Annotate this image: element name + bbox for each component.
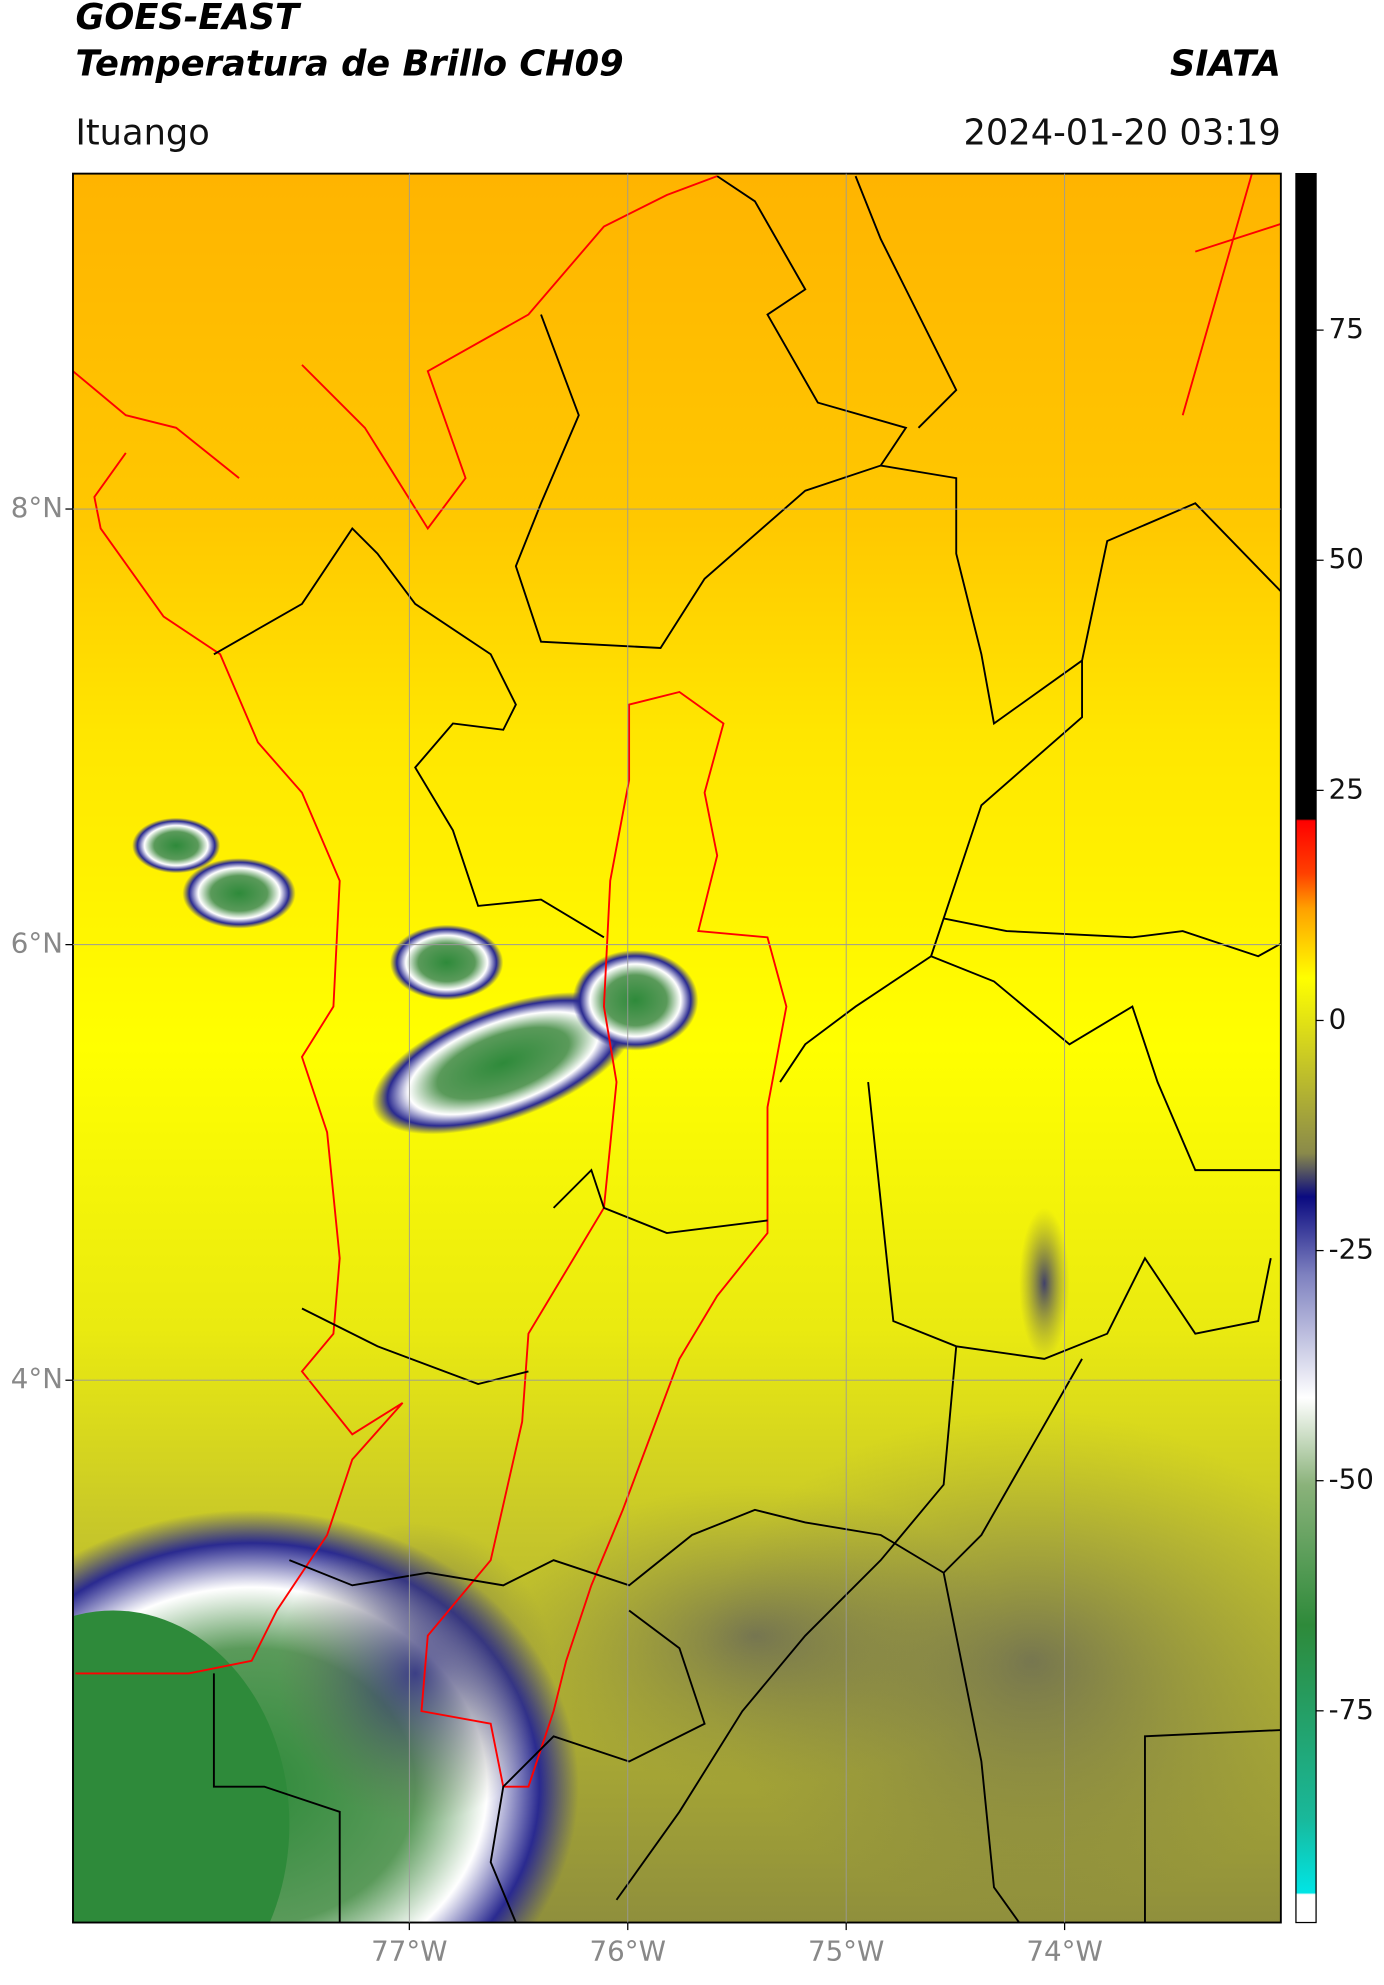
x-tick-label: 77°W	[371, 1935, 447, 1968]
colorbar-tick-label: 0	[1329, 1002, 1347, 1035]
colorbar-tick-label: 75	[1329, 312, 1364, 345]
y-tick-label: 8°N	[11, 491, 63, 524]
colorbar-tick-label: 25	[1329, 772, 1364, 805]
subtitle: Temperatura de Brillo CH09	[75, 43, 623, 84]
y-tick-label: 4°N	[11, 1362, 63, 1395]
source: SIATA	[1170, 43, 1281, 84]
colorbar-tick-label: -25	[1329, 1233, 1374, 1266]
colorbar	[1295, 173, 1317, 1924]
location: Ituango	[75, 113, 209, 154]
colorbar-tick-label: 50	[1329, 542, 1364, 575]
x-tick-label: 76°W	[590, 1935, 666, 1968]
map-frame	[72, 172, 1282, 1924]
x-tick-label: 74°W	[1026, 1935, 1102, 1968]
x-tick-label: 75°W	[808, 1935, 884, 1968]
colorbar-tick-label: -50	[1329, 1463, 1374, 1496]
colorbar-tick-label: -75	[1329, 1693, 1374, 1726]
map-field	[72, 173, 1281, 1923]
y-tick-label: 6°N	[11, 927, 63, 960]
datetime: 2024-01-20 03:19	[963, 113, 1280, 154]
title: GOES-EAST	[75, 0, 302, 38]
